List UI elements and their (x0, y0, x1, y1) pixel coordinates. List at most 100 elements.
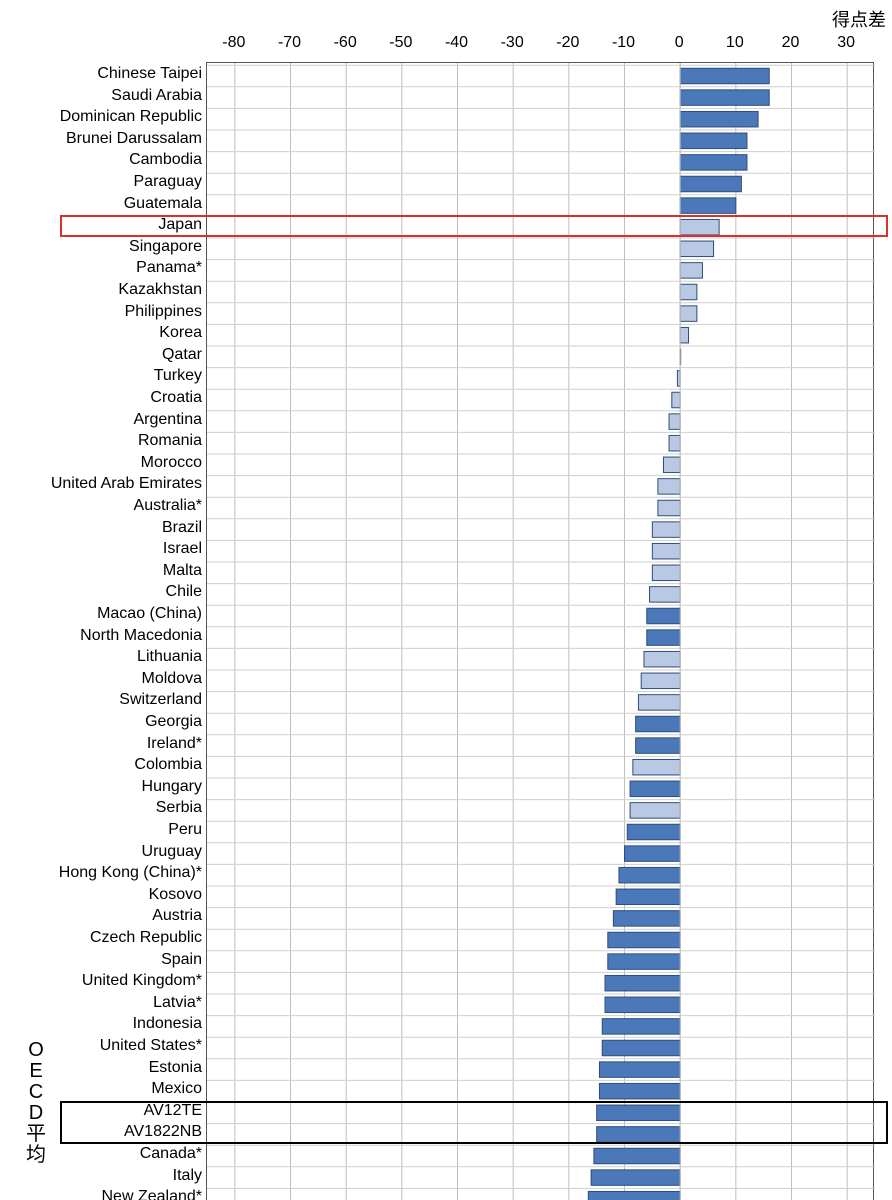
category-label: Australia* (134, 498, 202, 514)
bar (680, 155, 747, 171)
category-label: Canada* (140, 1146, 202, 1162)
bar (680, 263, 702, 279)
category-label: Philippines (125, 304, 202, 320)
bar (625, 846, 681, 862)
bar (680, 327, 688, 343)
bar (669, 435, 680, 451)
bar (672, 392, 680, 408)
bar (588, 1191, 680, 1200)
bar (644, 651, 680, 667)
x-tick-label: 30 (837, 34, 855, 52)
category-label: Switzerland (119, 692, 202, 708)
bar (619, 867, 680, 883)
bar (680, 306, 697, 322)
category-label: Saudi Arabia (111, 88, 202, 104)
bar (652, 543, 680, 559)
bar (641, 673, 680, 689)
category-label: Mexico (151, 1081, 202, 1097)
category-label: Cambodia (129, 152, 202, 168)
bar (680, 198, 736, 214)
category-label: United Arab Emirates (51, 476, 202, 492)
category-label: Malta (163, 563, 202, 579)
category-label: Romania (138, 433, 202, 449)
x-tick-label: -80 (222, 34, 245, 52)
category-label: Colombia (134, 757, 202, 773)
bar (636, 716, 681, 732)
category-label: Ireland* (147, 736, 202, 752)
category-label: Kazakhstan (118, 282, 202, 298)
bar (680, 241, 713, 256)
bar (680, 68, 769, 84)
bar (599, 1083, 680, 1099)
bar (680, 284, 697, 300)
category-label: Latvia* (153, 995, 202, 1011)
category-label: New Zealand* (102, 1189, 203, 1200)
category-label: Morocco (141, 455, 202, 471)
category-label: Macao (China) (97, 606, 202, 622)
x-axis-ticks: -80-70-60-50-40-30-20-100102030 (206, 34, 874, 58)
bar (602, 1019, 680, 1035)
category-label: Chile (166, 584, 202, 600)
bar (630, 781, 680, 797)
category-label: Estonia (149, 1060, 202, 1076)
category-label: Panama* (136, 260, 202, 276)
x-tick-label: -20 (556, 34, 579, 52)
bar (658, 500, 680, 516)
bar (680, 176, 741, 192)
category-label: United Kingdom* (82, 973, 202, 989)
category-label: Indonesia (133, 1016, 202, 1032)
category-label: United States* (100, 1038, 202, 1054)
bar (613, 911, 680, 927)
category-label: Georgia (145, 714, 202, 730)
header-label: 得点差 (832, 6, 886, 32)
category-label: Paraguay (134, 174, 203, 190)
bar (636, 738, 681, 754)
bar (605, 997, 680, 1013)
category-label: Guatemala (124, 196, 202, 212)
score-difference-chart: 得点差 OECD平均 -80-70-60-50-40-30-20-1001020… (0, 0, 892, 1200)
bar (597, 1127, 681, 1143)
bar (608, 932, 680, 948)
bar (630, 803, 680, 819)
category-label: Italy (173, 1168, 202, 1184)
bar (605, 975, 680, 991)
bar (652, 565, 680, 581)
bar (658, 479, 680, 495)
bar (602, 1040, 680, 1056)
category-label: Japan (158, 217, 202, 233)
bar (638, 695, 680, 711)
x-tick-label: 20 (782, 34, 800, 52)
category-label: Argentina (134, 412, 203, 428)
bar (627, 824, 680, 840)
category-label: Hungary (142, 779, 202, 795)
category-label: Turkey (154, 368, 202, 384)
x-tick-label: -10 (612, 34, 635, 52)
bar (616, 889, 680, 905)
category-label: Spain (161, 952, 202, 968)
category-label: Moldova (142, 671, 202, 687)
category-label: Qatar (162, 347, 202, 363)
category-label: Hong Kong (China)* (59, 865, 202, 881)
category-label: Czech Republic (90, 930, 202, 946)
x-tick-label: -60 (334, 34, 357, 52)
category-label: Korea (159, 325, 202, 341)
bar (680, 111, 758, 127)
bar (680, 90, 769, 106)
bar (608, 954, 680, 970)
plot-area (206, 62, 874, 1200)
category-label: Serbia (156, 800, 202, 816)
category-label: Israel (163, 541, 202, 557)
y-axis-labels: Chinese TaipeiSaudi ArabiaDominican Repu… (0, 62, 202, 1200)
bar (680, 133, 747, 149)
category-label: Chinese Taipei (97, 66, 202, 82)
bar (594, 1148, 680, 1164)
x-tick-label: -40 (445, 34, 468, 52)
bar (647, 608, 680, 624)
category-label: North Macedonia (80, 628, 202, 644)
bar (599, 1062, 680, 1078)
bar (669, 414, 680, 430)
category-label: Brazil (162, 520, 202, 536)
category-label: Brunei Darussalam (66, 131, 202, 147)
x-tick-label: 10 (726, 34, 744, 52)
bar (663, 457, 680, 473)
